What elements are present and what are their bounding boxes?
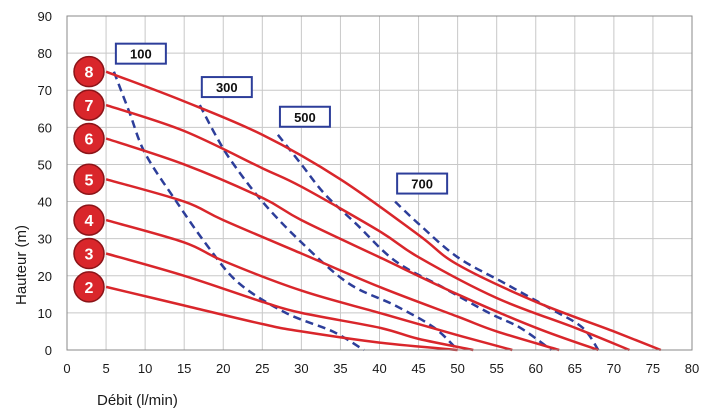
badge-circle [73,271,105,303]
y-axis-title: Hauteur (m) [13,225,30,305]
callout-box [200,76,253,99]
x-tick-label: 60 [529,361,543,376]
badge-circle [73,55,105,88]
plot-border [66,15,693,351]
callout-label: 300 [216,80,238,95]
series-line-3 [105,252,474,352]
x-tick-label: 40 [372,361,386,376]
series-line-4 [105,218,513,352]
y-tick-label: 80 [38,46,52,61]
badge-label: 7 [85,98,94,115]
x-tick-label: 10 [138,361,152,376]
x-tick-label: 5 [102,361,109,376]
y-tick-labels: 0 10 20 30 40 50 60 70 80 90 [38,9,52,358]
x-tick-label: 20 [216,361,230,376]
badge-label: 5 [85,172,94,189]
series-badges: 2 3 4 5 6 7 8 [73,55,105,303]
y-tick-label: 60 [38,120,52,135]
x-tick-labels: 0 5 10 15 20 25 30 35 40 45 50 55 60 65 70 75 80 [63,361,699,376]
callout-box [396,172,449,195]
callout-label: 500 [294,110,316,125]
isoline-callout-100: 100 [114,42,167,65]
series-badge-5: 5 [73,163,105,196]
series-badge-3: 3 [73,237,105,270]
badge-circle [73,204,105,236]
badge-label: 4 [85,213,94,230]
isoline-callout-500: 500 [278,105,331,128]
badge-label: 2 [85,280,94,297]
badge-circle [73,237,105,270]
badge-circle [73,89,105,121]
callout-box [278,105,331,128]
series-lines [105,70,662,352]
x-tick-label: 35 [333,361,347,376]
x-axis-title: Débit (l/min) [97,392,178,409]
x-tick-label: 65 [568,361,582,376]
y-tick-label: 10 [38,306,52,321]
y-tick-label: 30 [38,232,52,247]
series-line-6 [105,137,599,352]
isoline-callout-700: 700 [396,172,449,195]
series-line-7 [105,103,630,352]
callout-label: 700 [411,177,433,192]
y-tick-label: 40 [38,195,52,210]
x-tick-label: 30 [294,361,308,376]
isoline-700 [394,200,600,351]
x-tick-label: 50 [450,361,464,376]
x-tick-label: 15 [177,361,191,376]
y-tick-label: 50 [38,157,52,172]
x-tick-label: 45 [411,361,425,376]
isoline-100 [112,71,365,352]
y-tick-label: 20 [38,269,52,284]
series-badge-8: 8 [73,55,105,88]
callout-label: 100 [130,47,152,62]
x-tick-label: 55 [489,361,503,376]
x-tick-label: 0 [63,361,70,376]
isoline-500 [276,134,553,352]
badge-label: 8 [85,65,94,82]
series-badge-2: 2 [73,271,105,303]
x-tick-label: 75 [646,361,660,376]
series-badge-7: 7 [73,89,105,121]
badge-label: 3 [85,247,94,264]
x-tick-label: 80 [685,361,699,376]
x-tick-label: 70 [607,361,621,376]
badge-label: 6 [85,131,94,148]
isolines [112,71,600,352]
isoline-300 [198,104,459,351]
badge-circle [73,122,105,155]
y-tick-label: 70 [38,83,52,98]
y-tick-label: 90 [38,9,52,24]
isoline-callouts: 100 300 500 700 [114,42,449,195]
badge-circle [73,163,105,196]
isoline-callout-300: 300 [200,76,253,99]
series-line-5 [105,178,560,352]
series-line-2 [105,285,458,352]
series-badge-4: 4 [73,204,105,236]
y-tick-label: 0 [45,343,52,358]
series-badge-6: 6 [73,122,105,155]
series-line-8 [105,70,662,352]
callout-box [114,42,167,65]
x-tick-label: 25 [255,361,269,376]
